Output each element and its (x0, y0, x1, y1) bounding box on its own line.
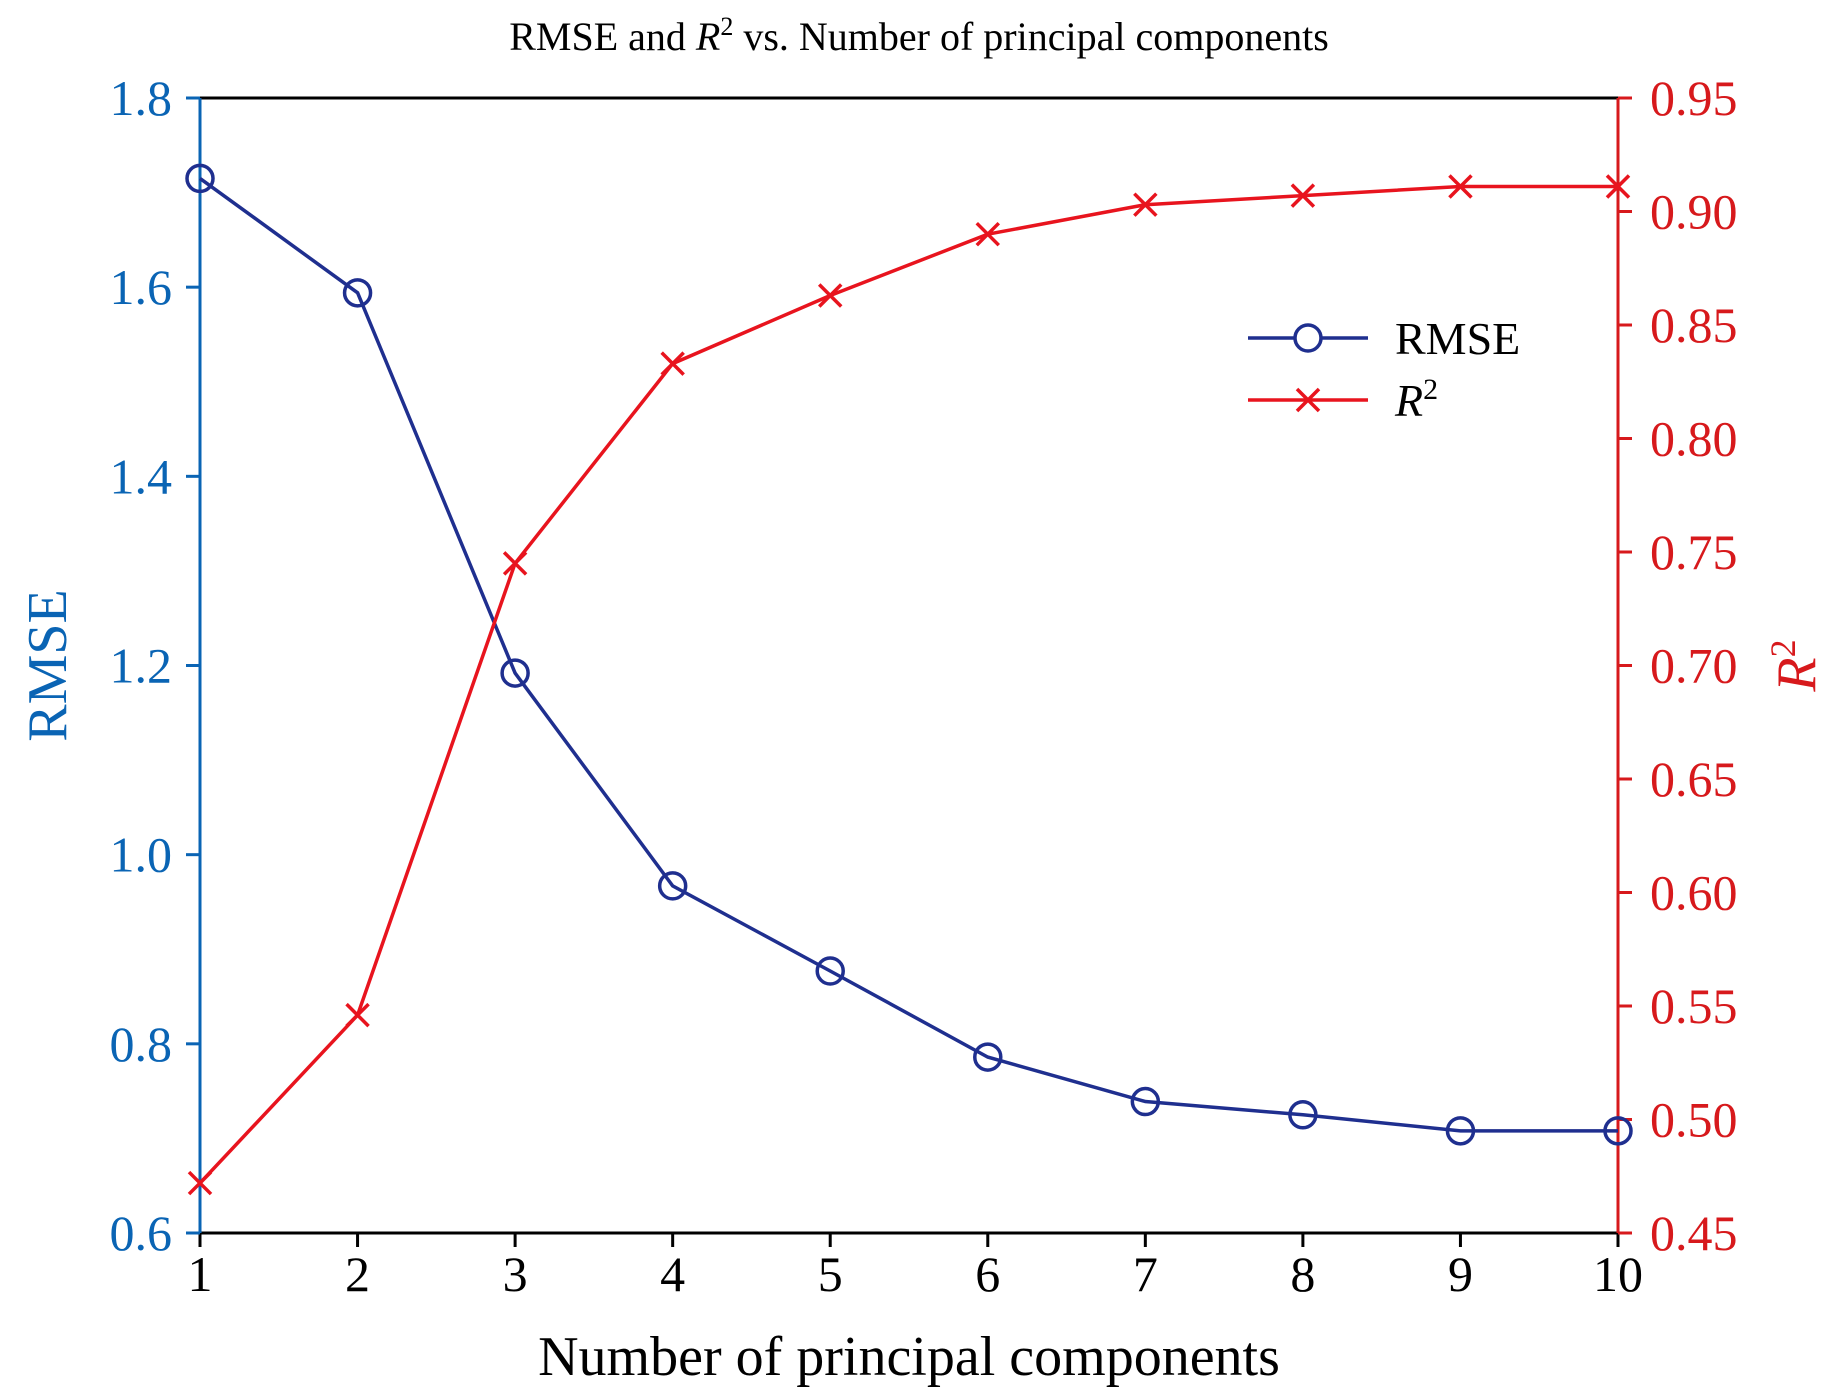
left-y-tick-label: 1.2 (110, 638, 173, 694)
plot-area: 1 2 3 4 5 6 7 8 9 10 0.6 0.8 1.0 1.2 1.4 1.6 1.8 0.45 0.50… (17, 70, 1828, 1388)
right-y-tick-label: 0.75 (1650, 524, 1738, 580)
rmse-point (500, 658, 530, 688)
legend-label: RMSE (1395, 313, 1520, 364)
x-tick-label: 10 (1593, 1246, 1643, 1302)
left-y-axis-label: RMSE (17, 589, 79, 742)
r2-point (817, 283, 843, 308)
right-y-axis-label: R2 (1763, 639, 1828, 692)
right-y-tick-label: 0.95 (1650, 70, 1738, 126)
x-tick-label: 6 (975, 1246, 1000, 1302)
rmse-point (1130, 1086, 1161, 1117)
right-y-tick-label: 0.60 (1650, 865, 1738, 921)
left-y-tick-label: 1.0 (110, 827, 173, 883)
rmse-point (657, 871, 688, 901)
rmse-line (198, 176, 1618, 1133)
left-y-tick-label: 0.8 (110, 1016, 173, 1072)
x-tick-label: 9 (1448, 1246, 1473, 1302)
x-tick-label: 8 (1290, 1246, 1315, 1302)
x-tick-label: 1 (188, 1246, 213, 1302)
legend-marker-x (1295, 387, 1321, 413)
legend: RMSE R2 (1248, 313, 1520, 426)
right-y-tick-label: 0.45 (1650, 1205, 1738, 1261)
left-y-tick-label: 1.6 (110, 259, 173, 315)
right-y-tick-label: 0.70 (1650, 638, 1738, 694)
rmse-point (815, 956, 845, 986)
r2-point (1133, 192, 1158, 217)
right-y-axis-label-var: R (1766, 657, 1828, 692)
rmse-point (1445, 1116, 1476, 1146)
right-y-tick-label: 0.90 (1650, 184, 1738, 240)
r2-point (1448, 174, 1473, 199)
right-y-axis-label-sup: 2 (1763, 639, 1803, 657)
rmse-point (1603, 1116, 1633, 1146)
r2-point (345, 1002, 370, 1028)
chart-title-sup: 2 (720, 12, 733, 41)
rmse-point (342, 278, 373, 308)
legend-label: R2 (1394, 373, 1438, 426)
right-y-tick-label: 0.55 (1650, 978, 1738, 1034)
r2-point (660, 351, 685, 376)
x-tick-label: 7 (1133, 1246, 1158, 1302)
x-tick-label: 5 (818, 1246, 843, 1302)
left-y-tick-label: 0.6 (110, 1205, 173, 1261)
chart-title-var: R (695, 14, 720, 59)
left-y-tick-label: 1.4 (110, 448, 173, 504)
x-axis-label: Number of principal components (538, 1326, 1280, 1388)
x-tick-label: 3 (503, 1246, 528, 1302)
r2-point (187, 1170, 213, 1196)
r2-line (198, 184, 1618, 1185)
legend-marker-circle (1293, 323, 1323, 353)
rmse-point (1288, 1100, 1318, 1130)
x-tick-label: 2 (345, 1246, 370, 1302)
r2-point (1290, 183, 1316, 208)
x-tick-label: 4 (660, 1246, 685, 1302)
left-y-tick-label: 1.8 (110, 70, 173, 126)
chart-title: RMSE and R2 vs. Number of principal comp… (509, 12, 1329, 59)
r2-point (502, 551, 528, 576)
chart-title-before: RMSE and (509, 14, 696, 59)
right-y-tick-label: 0.85 (1650, 297, 1738, 353)
right-y-tick-label: 0.50 (1650, 1092, 1738, 1148)
r2-point (1605, 174, 1631, 199)
rmse-point (973, 1042, 1003, 1072)
rmse-point (185, 163, 215, 194)
chart-title-after: vs. Number of principal components (733, 14, 1328, 59)
right-y-tick-label: 0.65 (1650, 751, 1738, 807)
r2-point (975, 221, 1001, 247)
right-y-tick-label: 0.80 (1650, 411, 1738, 467)
